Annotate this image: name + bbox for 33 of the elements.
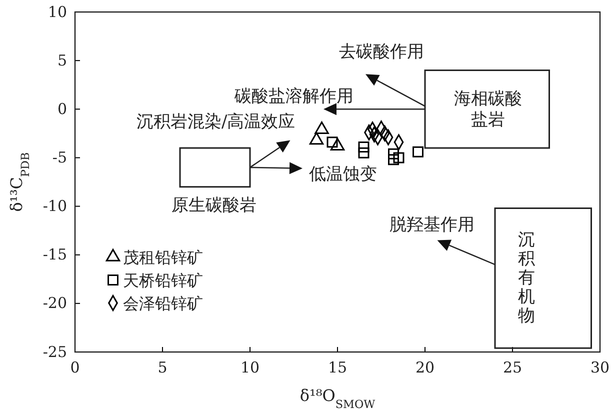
legend-label: 天桥铅锌矿	[123, 271, 203, 290]
x-tick-label: 10	[240, 358, 260, 377]
point	[393, 152, 404, 164]
x-tick-label: 30	[590, 358, 610, 377]
annotation: 低温蚀变	[308, 164, 377, 184]
y-tick-label: -25	[42, 342, 67, 361]
y-tick-label: 0	[57, 100, 67, 118]
x-tick-label: 0	[70, 358, 80, 377]
point	[388, 148, 399, 160]
annotation: 脱羟基作用	[390, 214, 474, 235]
point	[358, 142, 370, 153]
x-tick-label: 15	[328, 358, 348, 377]
y-tick-label: -15	[42, 246, 67, 264]
annotation: 去碳酸作用	[338, 42, 424, 62]
y-tick-label: -10	[42, 197, 67, 216]
legend-label: 会泽铅锌矿	[123, 294, 203, 313]
point	[388, 154, 399, 166]
annotation: 海相碳酸盐岩	[454, 89, 522, 130]
annotation: 原生碳酸岩	[172, 195, 257, 216]
y-tick-label: 5	[57, 51, 67, 70]
x-tick-label: 20	[415, 358, 435, 377]
x-axis-title: δ¹⁸O$_{SMOW}$	[300, 386, 376, 409]
annotation: 碳酸盐溶解作用	[233, 86, 354, 107]
annotation: 沉积岩混染/高温效应	[136, 112, 296, 132]
y-tick-label: 10	[48, 2, 67, 21]
x-tick-label: 5	[158, 358, 168, 377]
y-tick-label: -20	[42, 294, 67, 312]
x-tick-label: 25	[502, 358, 522, 377]
legend-label: 茂租铅锌矿	[123, 248, 203, 267]
point	[412, 146, 424, 158]
point	[358, 147, 370, 158]
y-tick-label: -5	[52, 148, 67, 167]
annotation: 沉积有机物	[518, 230, 535, 326]
